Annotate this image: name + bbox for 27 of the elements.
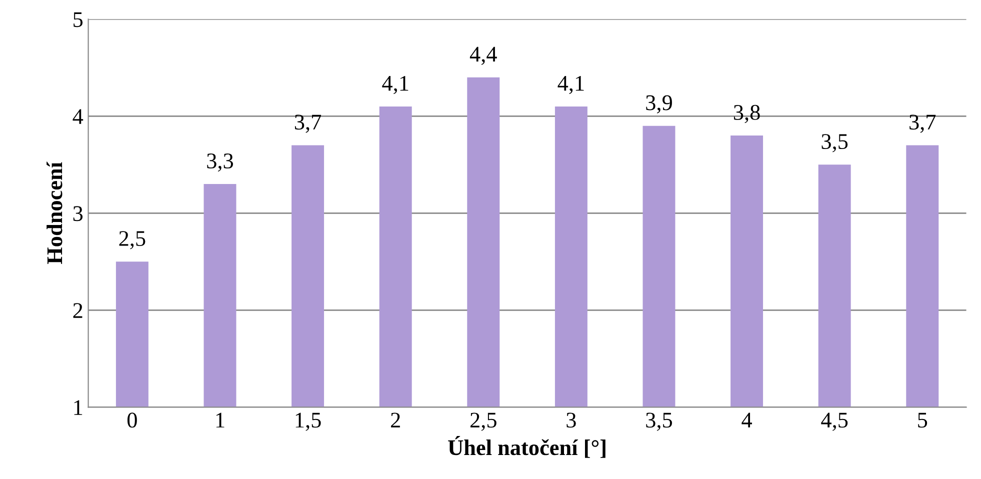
x-tick-label: 1: [216, 412, 224, 428]
data-label: 2,5: [119, 231, 146, 250]
data-label: 3,8: [734, 104, 760, 124]
data-label: 3,7: [910, 114, 936, 133]
y-tick-label: 1: [74, 400, 82, 415]
x-tick-label: 4,5: [821, 412, 848, 431]
y-axis-title: Hodnocení: [46, 162, 62, 264]
data-label: 4,1: [382, 76, 408, 94]
x-axis-title: Úhel natočení [°]: [448, 436, 606, 458]
x-tick-label: 0: [127, 412, 137, 428]
x-tick-label: 2: [391, 412, 400, 428]
y-tick-label: 3: [73, 206, 83, 222]
x-tick-label: 1,5: [296, 412, 321, 431]
y-tick-label: 4: [72, 109, 84, 124]
data-label: 3,7: [294, 114, 322, 133]
x-tick-label: 3: [566, 412, 576, 428]
data-label: 3,9: [646, 95, 672, 114]
data-label: 3,5: [822, 134, 848, 152]
x-tick-label: 2,5: [470, 412, 496, 431]
data-label: 4,1: [558, 76, 584, 94]
y-tick-label: 2: [73, 303, 82, 318]
data-label: 3,3: [207, 153, 234, 172]
data-label: 4,4: [470, 46, 497, 65]
x-tick-label: 3,5: [646, 412, 672, 431]
x-tick-label: 5: [918, 412, 928, 428]
y-tick-label: 5: [74, 12, 83, 28]
x-tick-label: 4: [742, 412, 752, 428]
